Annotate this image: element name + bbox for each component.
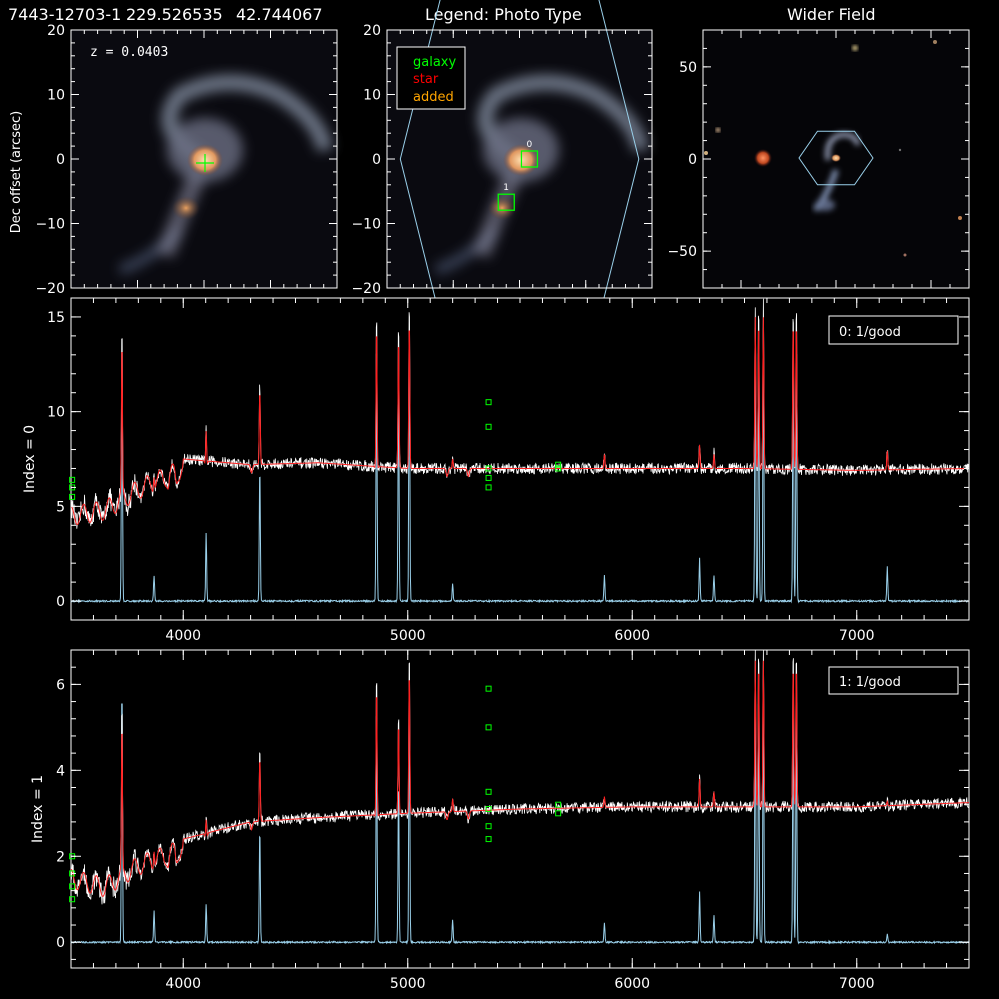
wider-field-panel: −50 0 50 [667,29,970,289]
target-box [497,193,515,211]
mask-point [485,836,492,843]
image-tick-label: −50 [667,244,697,260]
y-tick-label: 10 [47,405,65,421]
x-tick-label: 7000 [839,976,875,992]
image-tick-label: 10 [363,88,381,104]
image-tick-label: 50 [679,60,697,76]
x-tick-label: 5000 [390,628,426,644]
image-tick-label: 10 [47,88,65,104]
y-tick-label: 4 [56,763,65,779]
mask-point [485,685,492,692]
image-tick-label: 20 [363,23,381,39]
target-label: 0 [526,140,532,150]
mask-point [485,423,492,430]
image-tick-label: 0 [56,152,65,168]
target-label: 1 [503,183,509,193]
legend-star: star [413,72,439,87]
galaxy-image-panel: −20 −10 0 10 20 z = 0.0403 Dec offset (arcse… [9,23,338,297]
mask-point [555,810,562,817]
mask-point [555,801,562,808]
y-tick-label: 0 [56,594,65,610]
x-tick-label: 4000 [165,628,201,644]
image-tick-label: 0 [372,152,381,168]
mask-point [485,823,492,830]
mask-point [485,474,492,481]
dec-value: 42.744067 [236,5,323,24]
redshift-label: z = 0.0403 [90,45,168,60]
dec-axis-label: Dec offset (arcsec) [9,111,24,233]
y-tick-label: 15 [47,310,65,326]
mask-point [485,724,492,731]
y-tick-label: 2 [56,849,65,865]
y-tick-label: 0 [56,935,65,951]
spectrum-panel-1: 4000 5000 6000 7000 0 2 4 6 1: 1/good Index = 1 [30,649,970,992]
mask-point [69,493,76,500]
model-spectrum [70,660,969,897]
x-tick-label: 6000 [614,976,650,992]
mask-point [485,484,492,491]
mask-point [485,788,492,795]
ylabel-index-0: Index = 0 [22,425,38,493]
x-tick-label: 6000 [614,628,650,644]
mask-point [69,476,76,483]
legend-galaxy: galaxy [413,55,456,70]
model-spectrum [70,317,969,526]
y-tick-label: 6 [56,677,65,693]
image-tick-label: 20 [47,23,65,39]
legend-image-panel: 0 1 −20 −10 0 10 20 galaxy star added [351,0,653,398]
status-index-1: 1: 1/good [839,675,901,690]
mask-point [485,806,492,812]
x-tick-label: 4000 [165,976,201,992]
mask-point [555,465,562,472]
image-tick-label: −10 [35,217,65,233]
ylabel-index-1: Index = 1 [30,775,46,843]
observed-spectrum [70,298,970,529]
mask-point [69,896,76,903]
image-tick-label: −20 [351,281,381,297]
mask-point [555,461,562,468]
mask-point [485,399,492,406]
spectrum-panel-0: 4000 5000 6000 7000 0 5 10 15 0: 1/good Index =… [22,297,970,644]
ifu-hexagon-wide [798,130,874,186]
photo-type-legend: galaxy star added [396,46,466,110]
image-tick-label: −20 [35,281,65,297]
residual-spectrum [70,678,970,945]
x-tick-label: 7000 [839,628,875,644]
image-tick-label: −10 [351,217,381,233]
plate-ifu-title: 7443-12703-1 [8,5,121,24]
ra-value: 229.526535 [126,5,223,24]
legend-title: Legend: Photo Type [425,5,582,24]
image-tick-label: 0 [688,152,697,168]
y-tick-label: 5 [56,499,65,515]
legend-added: added [413,90,454,105]
mask-point [485,465,492,472]
mask-point [69,883,76,890]
status-index-0: 0: 1/good [839,325,901,340]
target-box [520,150,539,168]
residual-spectrum [70,327,970,604]
wider-field-title: Wider Field [787,5,876,24]
x-tick-label: 5000 [390,976,426,992]
